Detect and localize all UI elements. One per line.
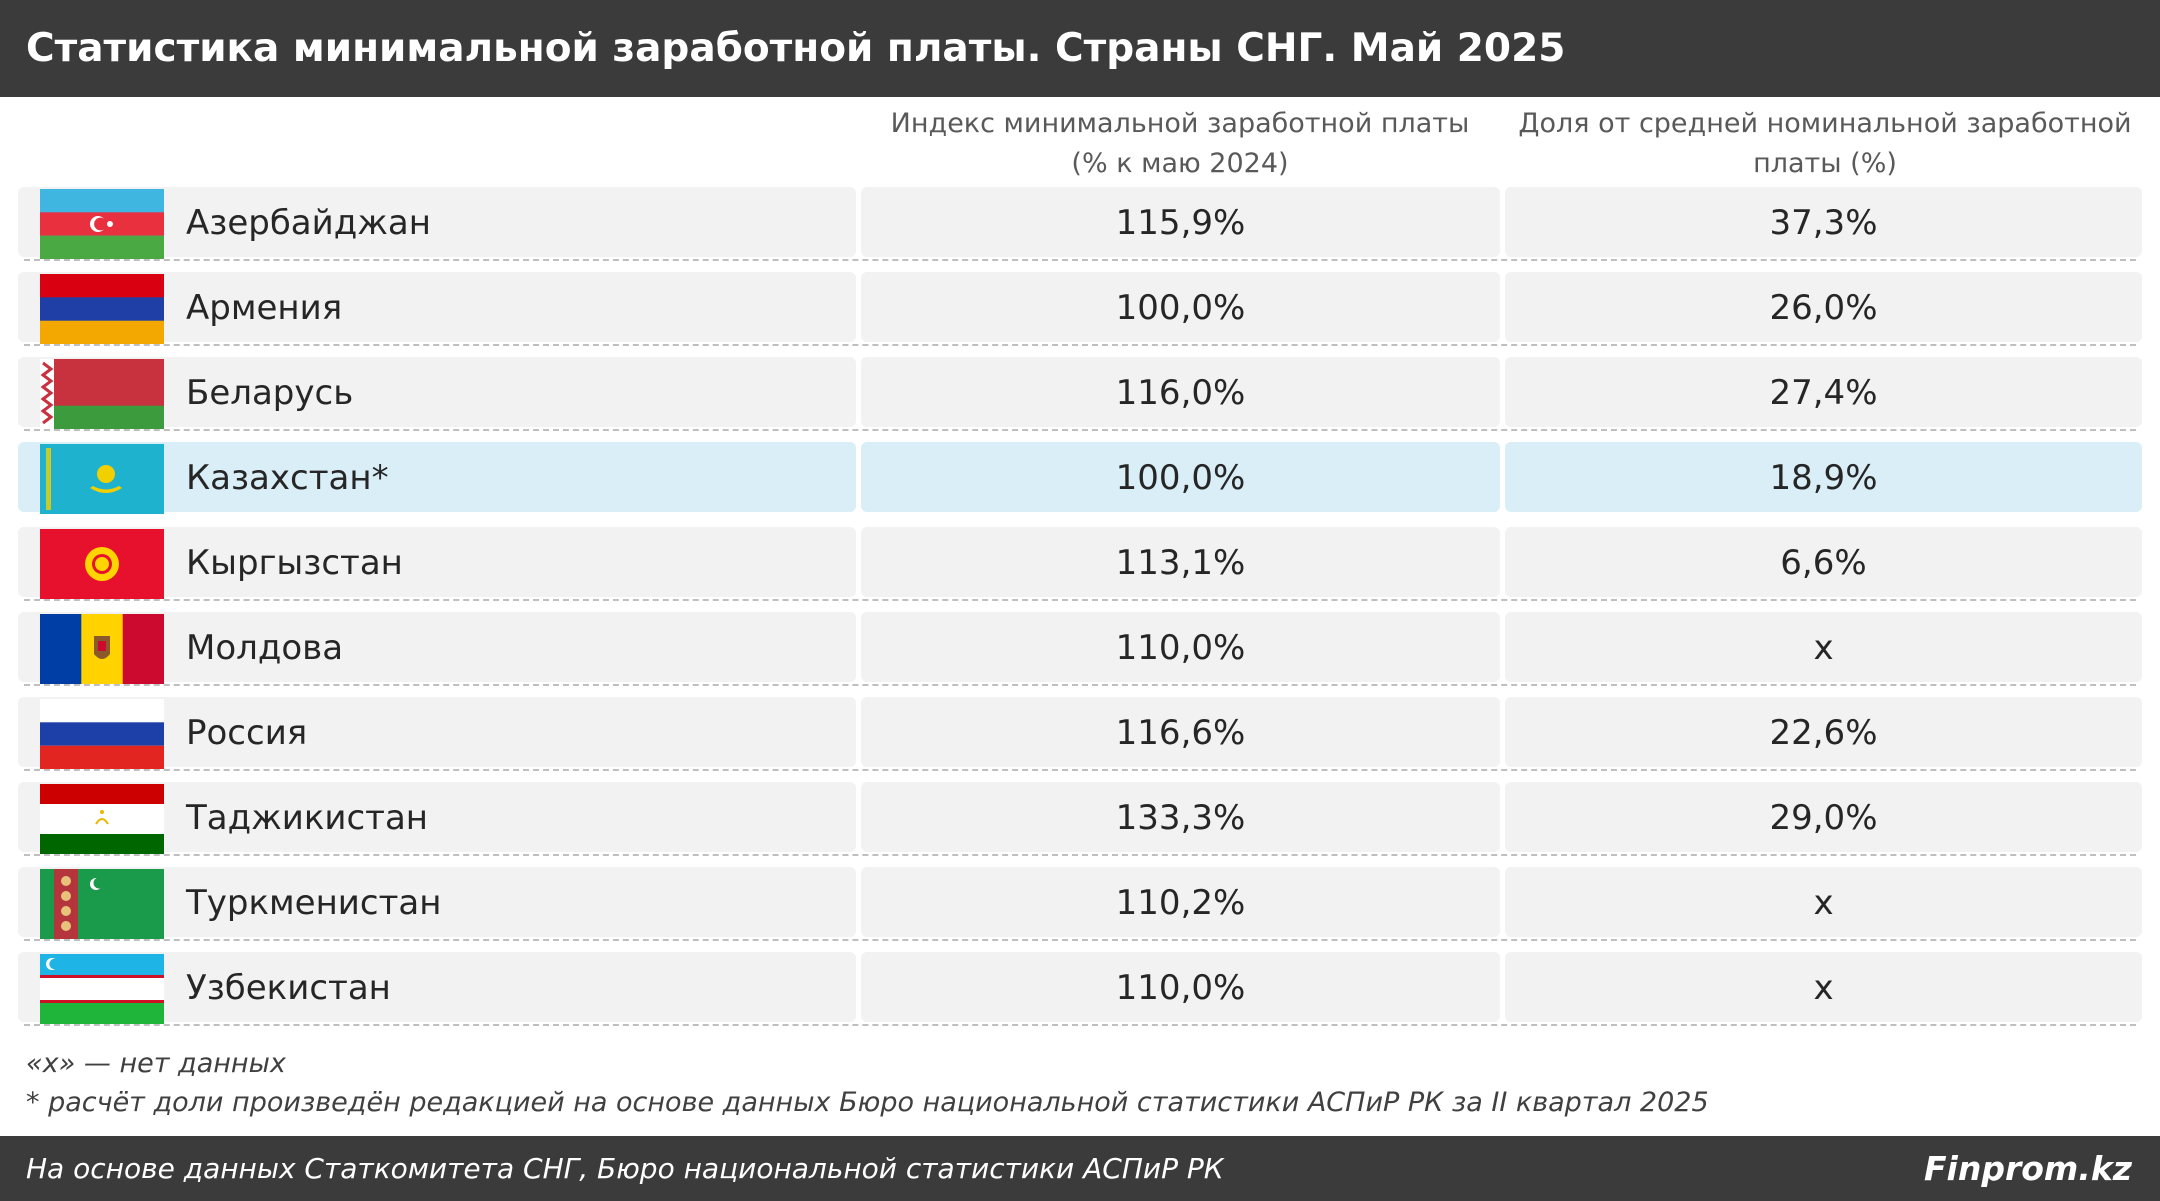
index-cell bbox=[861, 187, 1500, 257]
share-cell bbox=[1505, 867, 2142, 937]
moldova-flag-icon bbox=[40, 614, 164, 684]
share-value: x bbox=[1813, 883, 1834, 923]
share-value: x bbox=[1813, 968, 1834, 1008]
share-value: 29,0% bbox=[1769, 798, 1878, 838]
index-cell bbox=[861, 272, 1500, 342]
row-divider bbox=[24, 854, 2136, 856]
footer-brand: Finprom.kz bbox=[1924, 1149, 2132, 1188]
note-calculation: * расчёт доли произведён редакцией на ос… bbox=[26, 1087, 1709, 1118]
share-value: x bbox=[1813, 628, 1834, 668]
row-divider bbox=[24, 429, 2136, 431]
country-name: Беларусь bbox=[186, 373, 354, 413]
share-cell bbox=[1505, 357, 2142, 427]
row-divider bbox=[24, 259, 2136, 261]
russia-flag-icon bbox=[40, 699, 164, 769]
column-header-share-line2: платы (%) bbox=[1753, 148, 1897, 179]
index-value: 133,3% bbox=[1115, 798, 1246, 838]
table-row: Кыргызстан 113,1% 6,6% bbox=[18, 525, 2142, 601]
share-value: 26,0% bbox=[1769, 288, 1878, 328]
index-cell bbox=[861, 357, 1500, 427]
country-name: Туркменистан bbox=[186, 883, 442, 923]
table-row: Азербайджан 115,9% 37,3% bbox=[18, 185, 2142, 261]
share-value: 22,6% bbox=[1769, 713, 1878, 753]
country-name: Россия bbox=[186, 713, 308, 753]
share-cell bbox=[1505, 782, 2142, 852]
index-cell bbox=[861, 952, 1500, 1022]
country-name: Узбекистан bbox=[186, 968, 391, 1008]
country-name: Таджикистан bbox=[186, 798, 429, 838]
column-header-share-line1: Доля от средней номинальной заработной bbox=[1518, 108, 2132, 139]
table-row: Казахстан* 100,0% 18,9% bbox=[18, 440, 2142, 516]
country-name: Азербайджан bbox=[186, 203, 431, 243]
row-divider bbox=[24, 769, 2136, 771]
index-value: 110,0% bbox=[1115, 968, 1246, 1008]
footer: На основе данных Статкомитета СНГ, Бюро … bbox=[0, 1136, 2160, 1201]
share-value: 37,3% bbox=[1769, 203, 1878, 243]
table-row: Туркменистан 110,2% x bbox=[18, 865, 2142, 941]
share-cell bbox=[1505, 272, 2142, 342]
index-cell bbox=[861, 697, 1500, 767]
index-value: 115,9% bbox=[1115, 203, 1246, 243]
index-cell bbox=[861, 782, 1500, 852]
index-value: 116,6% bbox=[1115, 713, 1246, 753]
page-title: Статистика минимальной заработной платы.… bbox=[0, 0, 2160, 97]
belarus-flag-icon bbox=[40, 359, 164, 429]
index-value: 116,0% bbox=[1115, 373, 1246, 413]
share-cell bbox=[1505, 952, 2142, 1022]
row-divider bbox=[24, 1024, 2136, 1026]
index-cell bbox=[861, 442, 1500, 512]
country-name: Кыргызстан bbox=[186, 543, 403, 583]
share-cell bbox=[1505, 612, 2142, 682]
share-cell bbox=[1505, 697, 2142, 767]
index-cell bbox=[861, 867, 1500, 937]
index-value: 110,2% bbox=[1115, 883, 1246, 923]
index-cell bbox=[861, 612, 1500, 682]
tajikistan-flag-icon bbox=[40, 784, 164, 854]
column-header-index: Индекс минимальной заработной платы (% к… bbox=[860, 104, 1500, 184]
row-divider bbox=[24, 344, 2136, 346]
kyrgyzstan-flag-icon bbox=[40, 529, 164, 599]
row-divider bbox=[24, 599, 2136, 601]
kazakhstan-flag-icon bbox=[40, 444, 164, 514]
share-cell bbox=[1505, 187, 2142, 257]
index-value: 100,0% bbox=[1115, 458, 1246, 498]
table-row: Россия 116,6% 22,6% bbox=[18, 695, 2142, 771]
share-value: 18,9% bbox=[1769, 458, 1878, 498]
share-cell bbox=[1505, 442, 2142, 512]
index-value: 110,0% bbox=[1115, 628, 1246, 668]
share-value: 6,6% bbox=[1780, 543, 1867, 583]
turkmenistan-flag-icon bbox=[40, 869, 164, 939]
index-value: 113,1% bbox=[1115, 543, 1246, 583]
index-value: 100,0% bbox=[1115, 288, 1246, 328]
row-divider bbox=[24, 684, 2136, 686]
row-divider bbox=[24, 939, 2136, 941]
share-value: 27,4% bbox=[1769, 373, 1878, 413]
country-name: Молдова bbox=[186, 628, 344, 668]
azerbaijan-flag-icon bbox=[40, 189, 164, 259]
share-cell bbox=[1505, 527, 2142, 597]
index-cell bbox=[861, 527, 1500, 597]
table-row: Молдова 110,0% x bbox=[18, 610, 2142, 686]
armenia-flag-icon bbox=[40, 274, 164, 344]
country-name: Казахстан* bbox=[186, 458, 389, 498]
table-row: Таджикистан 133,3% 29,0% bbox=[18, 780, 2142, 856]
country-name: Армения bbox=[186, 288, 343, 328]
note-no-data: «x» — нет данных bbox=[26, 1048, 286, 1079]
uzbekistan-flag-icon bbox=[40, 954, 164, 1024]
table-row: Армения 100,0% 26,0% bbox=[18, 270, 2142, 346]
table-row: Беларусь 116,0% 27,4% bbox=[18, 355, 2142, 431]
column-header-share: Доля от средней номинальной заработной п… bbox=[1505, 104, 2145, 184]
column-header-index-line1: Индекс минимальной заработной платы bbox=[890, 108, 1470, 139]
table-row: Узбекистан 110,0% x bbox=[18, 950, 2142, 1026]
column-header-index-line2: (% к маю 2024) bbox=[1071, 148, 1289, 179]
footer-source: На основе данных Статкомитета СНГ, Бюро … bbox=[26, 1152, 1224, 1185]
